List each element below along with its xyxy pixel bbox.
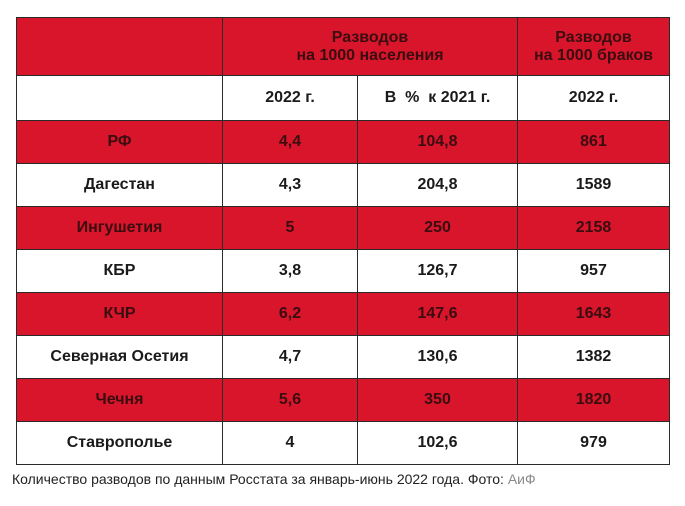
cell-region: РФ [16, 120, 223, 164]
subheader-empty-cell [16, 75, 223, 121]
table-header-row: Разводов на 1000 населения Разводов на 1… [16, 17, 670, 76]
caption-source-link[interactable]: АиФ [507, 471, 536, 487]
cell-per-1000-population: 6,2 [222, 292, 358, 336]
cell-per-1000-marriages: 1382 [517, 335, 670, 379]
cell-percent-of-2021: 204,8 [357, 163, 518, 207]
cell-percent-of-2021: 126,7 [357, 249, 518, 293]
table-subheader-row: 2022 г. В % к 2021 г. 2022 г. [16, 75, 670, 121]
header-group-per-marriages: Разводов на 1000 браков [517, 17, 670, 76]
cell-region: КБР [16, 249, 223, 293]
cell-percent-of-2021: 130,6 [357, 335, 518, 379]
header-corner-cell [16, 17, 223, 76]
subheader-2022: 2022 г. [222, 75, 358, 121]
cell-per-1000-marriages: 957 [517, 249, 670, 293]
cell-per-1000-marriages: 1643 [517, 292, 670, 336]
subheader-pct-2021: В % к 2021 г. [357, 75, 518, 121]
cell-per-1000-population: 3,8 [222, 249, 358, 293]
cell-percent-of-2021: 147,6 [357, 292, 518, 336]
cell-region: Северная Осетия [16, 335, 223, 379]
cell-per-1000-marriages: 1589 [517, 163, 670, 207]
cell-region: Дагестан [16, 163, 223, 207]
cell-per-1000-marriages: 861 [517, 120, 670, 164]
divorce-statistics-table: Разводов на 1000 населения Разводов на 1… [16, 17, 670, 465]
cell-per-1000-population: 5,6 [222, 378, 358, 422]
table-row: Дагестан 4,3 204,8 1589 [16, 163, 670, 207]
divorce-table-container: Разводов на 1000 населения Разводов на 1… [16, 17, 670, 465]
table-row: Северная Осетия 4,7 130,6 1382 [16, 335, 670, 379]
header-group-per-population: Разводов на 1000 населения [222, 17, 518, 76]
table-row: КЧР 6,2 147,6 1643 [16, 292, 670, 336]
table-body: РФ 4,4 104,8 861 Дагестан 4,3 204,8 1589 Ингушет… [16, 120, 670, 465]
cell-percent-of-2021: 250 [357, 206, 518, 250]
cell-percent-of-2021: 102,6 [357, 421, 518, 465]
photo-caption: Количество разводов по данным Росстата з… [12, 471, 536, 487]
cell-percent-of-2021: 104,8 [357, 120, 518, 164]
cell-per-1000-population: 4 [222, 421, 358, 465]
cell-per-1000-marriages: 1820 [517, 378, 670, 422]
cell-per-1000-population: 4,4 [222, 120, 358, 164]
cell-percent-of-2021: 350 [357, 378, 518, 422]
table-row: КБР 3,8 126,7 957 [16, 249, 670, 293]
cell-per-1000-population: 5 [222, 206, 358, 250]
cell-per-1000-population: 4,7 [222, 335, 358, 379]
table-row: Чечня 5,6 350 1820 [16, 378, 670, 422]
table-row: РФ 4,4 104,8 861 [16, 120, 670, 164]
subheader-2022-marriages: 2022 г. [517, 75, 670, 121]
cell-region: Ингушетия [16, 206, 223, 250]
cell-per-1000-population: 4,3 [222, 163, 358, 207]
table-row: Ингушетия 5 250 2158 [16, 206, 670, 250]
cell-region: Ставрополье [16, 421, 223, 465]
cell-per-1000-marriages: 979 [517, 421, 670, 465]
caption-text: Количество разводов по данным Росстата з… [12, 471, 508, 487]
cell-per-1000-marriages: 2158 [517, 206, 670, 250]
table-row: Ставрополье 4 102,6 979 [16, 421, 670, 465]
cell-region: КЧР [16, 292, 223, 336]
cell-region: Чечня [16, 378, 223, 422]
